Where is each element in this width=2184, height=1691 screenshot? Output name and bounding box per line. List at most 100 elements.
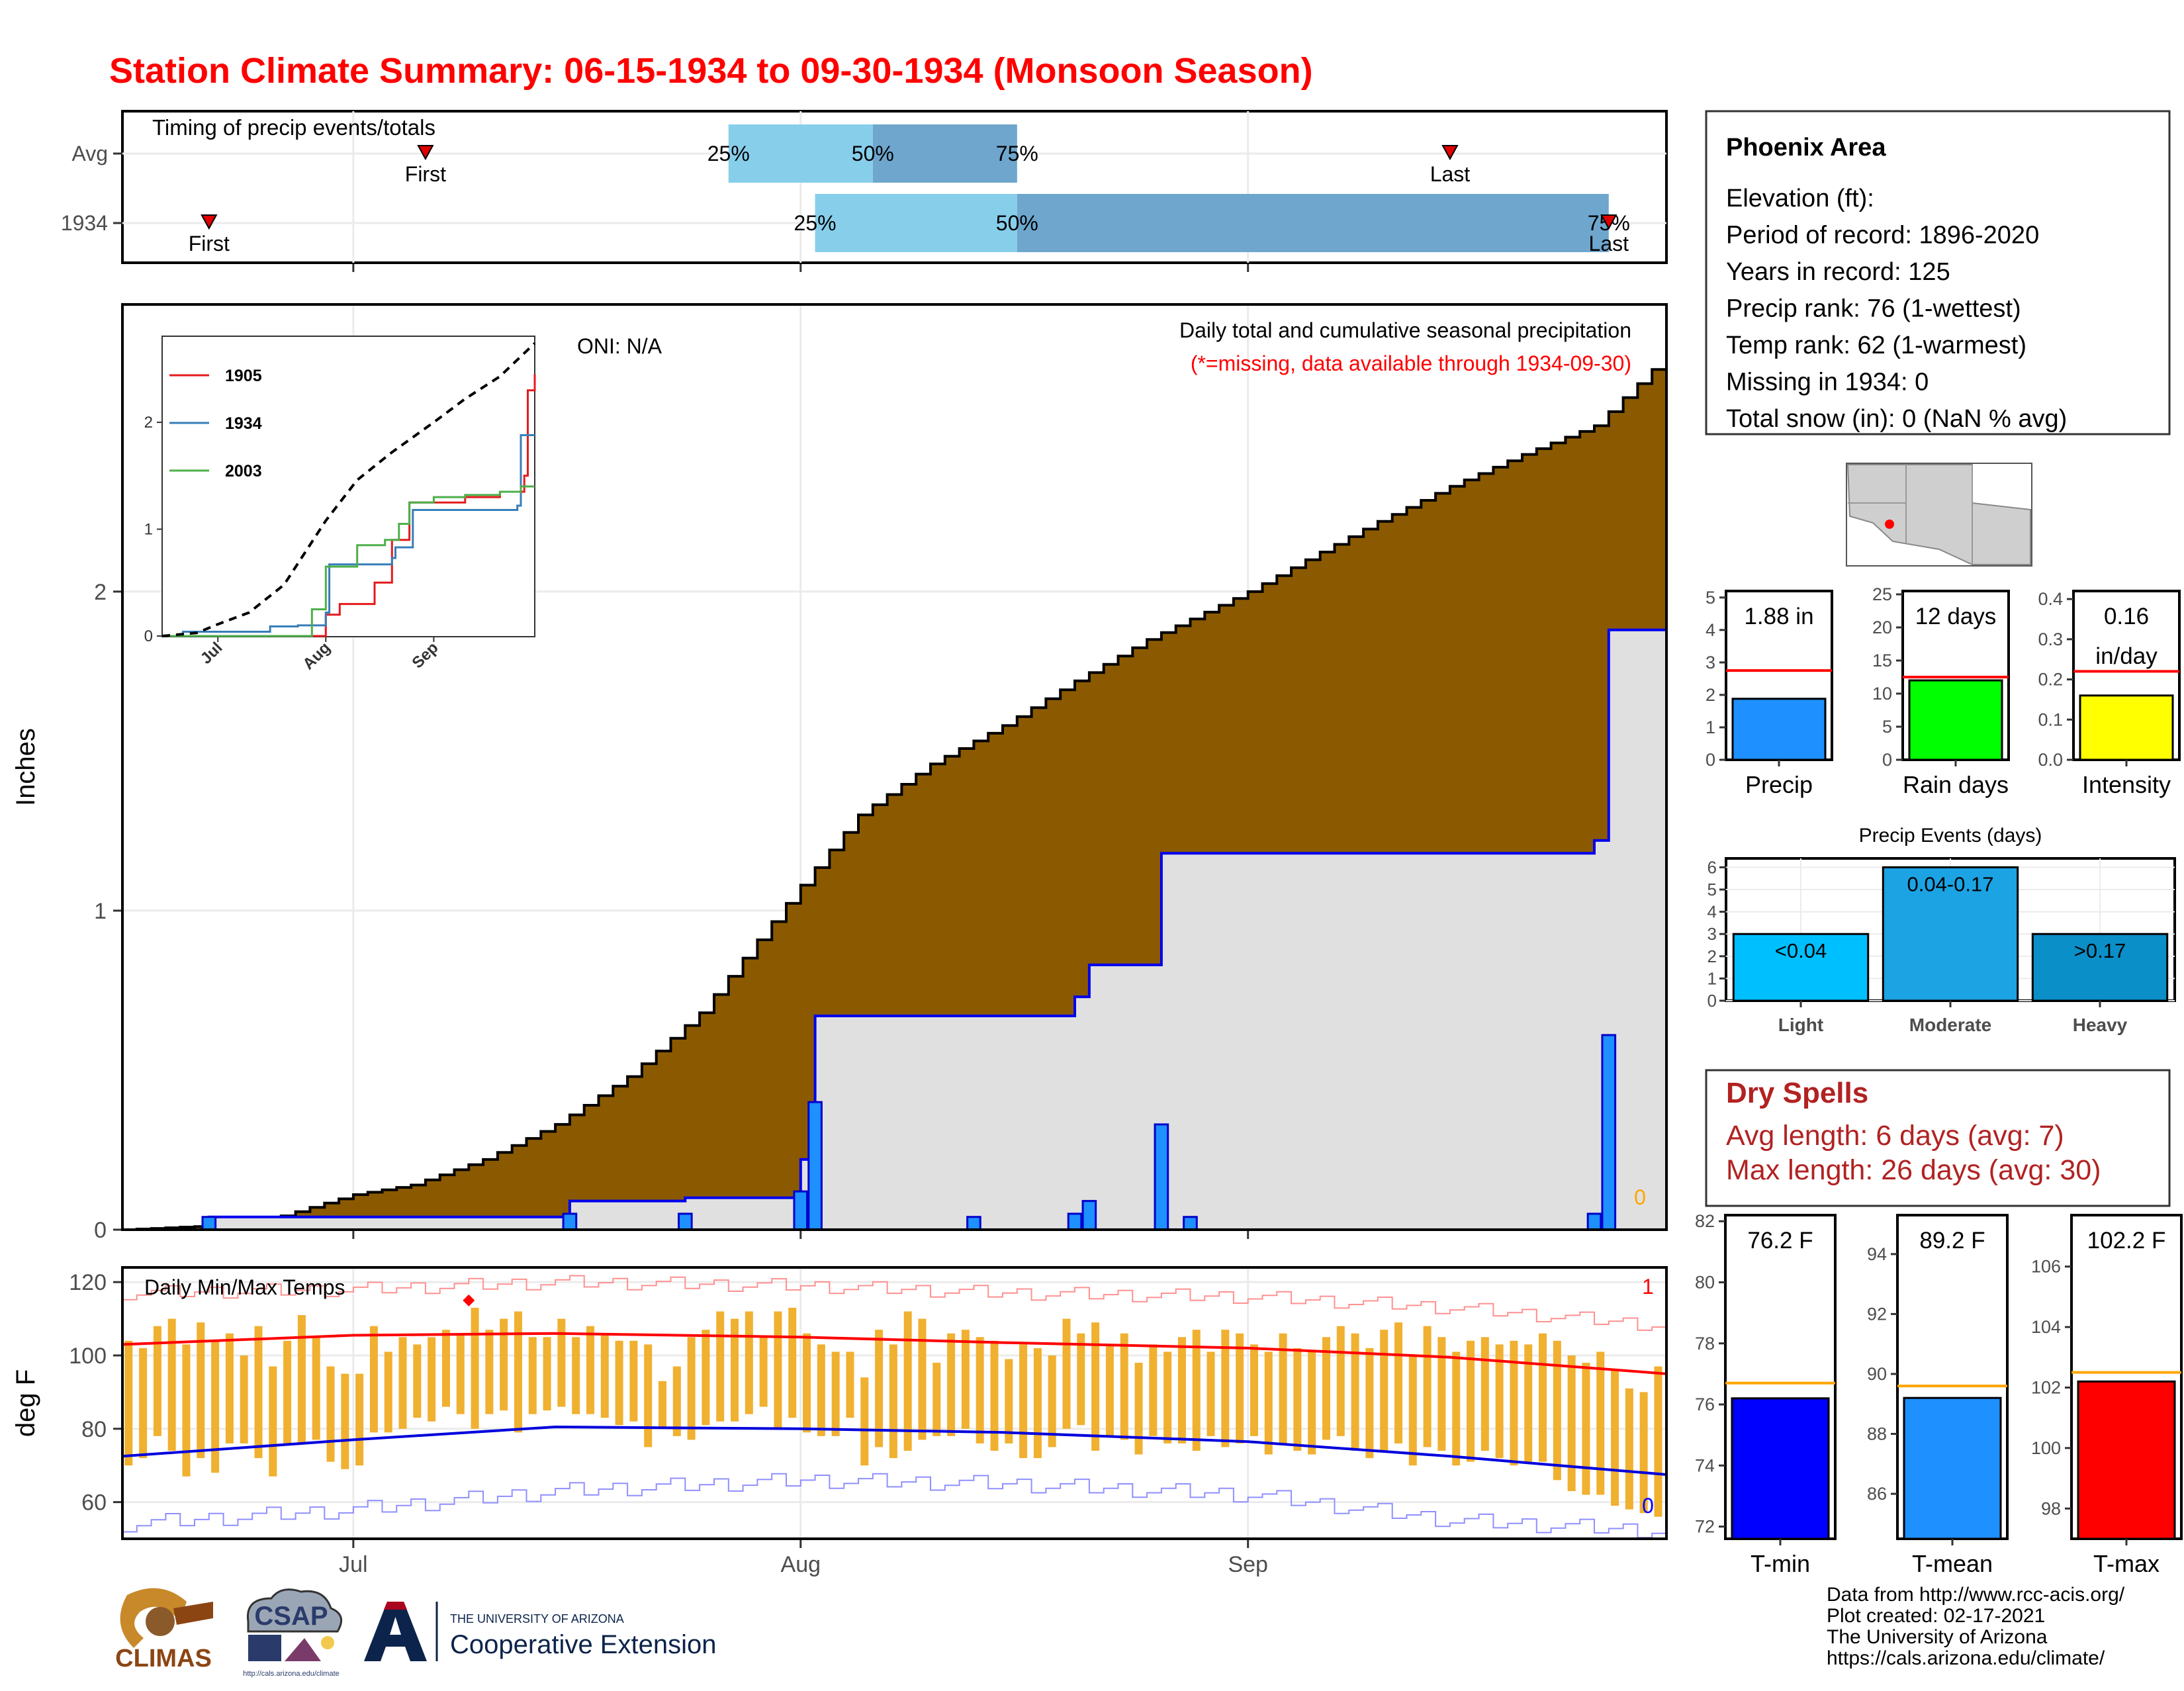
bar_tmin-bar bbox=[1731, 1397, 1830, 1540]
daily-temp-bar bbox=[1308, 1351, 1316, 1455]
daily-temp-bar bbox=[860, 1377, 869, 1466]
quartile-25-50-box bbox=[815, 194, 1017, 252]
bar_precip-value-label: 1.88 in bbox=[1744, 604, 1813, 629]
inset-ytick-label: 1 bbox=[144, 521, 153, 539]
bar_tmin-ytick-label: 80 bbox=[1695, 1272, 1715, 1292]
daily-temp-bar bbox=[557, 1318, 566, 1407]
daily-temp-bar bbox=[644, 1344, 653, 1447]
avg-max-line bbox=[122, 1332, 1667, 1375]
daily-precip-bar bbox=[562, 1212, 578, 1231]
daily-temp-bar bbox=[600, 1333, 609, 1418]
daily-temp-bar bbox=[1625, 1388, 1633, 1510]
bar_tmean-ytick-label: 88 bbox=[1867, 1424, 1887, 1444]
daily-temp-bar bbox=[139, 1348, 148, 1459]
daily-temp-bar bbox=[254, 1326, 263, 1459]
last-event-marker bbox=[1441, 145, 1459, 161]
bar_tmin-ytick-label: 72 bbox=[1695, 1517, 1715, 1537]
bar_tmax-value-label: 102.2 F bbox=[2087, 1228, 2166, 1254]
daily-temp-bar bbox=[961, 1330, 970, 1429]
bar_precip-ytick-label: 0 bbox=[1706, 750, 1715, 770]
daily-temp-bar bbox=[471, 1307, 479, 1429]
station-location-dot bbox=[1885, 520, 1894, 529]
credit-data-source: Data from http://www.rcc-acis.org/ bbox=[1827, 1584, 2125, 1606]
bar_raindays-value-label: 12 days bbox=[1915, 604, 1997, 629]
daily-temp-bar bbox=[124, 1340, 133, 1466]
dry-spells-title: Dry Spells bbox=[1726, 1077, 1868, 1109]
daily-temp-bar bbox=[1510, 1340, 1518, 1466]
bar_precip-bar bbox=[1731, 698, 1827, 761]
temps-xtick-label: Aug bbox=[781, 1552, 821, 1577]
daily-temp-bar bbox=[803, 1333, 811, 1433]
daily-temp-bar bbox=[225, 1333, 234, 1443]
bar_tmean-category-label: T-mean bbox=[1912, 1550, 1993, 1577]
daily-temp-bar bbox=[1033, 1348, 1042, 1459]
bar_intensity-ytick-label: 0.3 bbox=[2038, 629, 2063, 649]
precip-events-ytick-label: 4 bbox=[1707, 902, 1717, 922]
bar_raindays-ytick-label: 15 bbox=[1872, 651, 1892, 670]
temps-ytick-label: 60 bbox=[81, 1490, 107, 1516]
daily-temp-bar bbox=[369, 1326, 378, 1433]
year-cumulative-area bbox=[122, 629, 1666, 1230]
bar_tmax-ytick-label: 104 bbox=[2031, 1317, 2061, 1337]
temps-xtick-label: Sep bbox=[1228, 1552, 1268, 1577]
daily-temp-bar bbox=[384, 1351, 392, 1433]
station-info-line: Total snow (in): 0 (NaN % avg) bbox=[1726, 405, 2067, 433]
daily-temp-bar bbox=[1264, 1351, 1273, 1455]
record-high-count: 1 bbox=[1642, 1275, 1654, 1299]
bar_tmin-ytick-label: 76 bbox=[1695, 1394, 1715, 1414]
daily-temp-bar bbox=[1120, 1333, 1128, 1440]
daily-temp-bar bbox=[240, 1355, 248, 1443]
bar_tmean-ytick-label: 90 bbox=[1867, 1364, 1887, 1384]
daily-temp-bar bbox=[846, 1351, 854, 1418]
inset-ytick-label: 2 bbox=[144, 414, 153, 432]
daily-temp-bar bbox=[283, 1340, 292, 1443]
precip-events-ytick-label: 6 bbox=[1707, 857, 1717, 877]
bar_tmax-ytick-label: 100 bbox=[2031, 1438, 2061, 1458]
station-name: Phoenix Area bbox=[1726, 134, 1886, 161]
daily-temp-bar bbox=[731, 1318, 739, 1422]
svg-text:CLIMAS: CLIMAS bbox=[115, 1645, 212, 1672]
daily-temp-bar bbox=[889, 1344, 897, 1459]
last-event-label: Last bbox=[1589, 232, 1629, 255]
daily-precip-bar bbox=[966, 1216, 981, 1231]
precip-events-bar bbox=[2031, 933, 2169, 1002]
year-cumulative-line bbox=[122, 628, 1666, 1231]
daily-temp-bar bbox=[1611, 1370, 1619, 1506]
daily-precip-bar bbox=[1183, 1216, 1198, 1231]
bar_raindays-ytick-label: 20 bbox=[1872, 617, 1892, 637]
daily-temp-bar bbox=[413, 1344, 422, 1418]
daily-precip-bar bbox=[1081, 1200, 1097, 1231]
daily-temp-bar bbox=[485, 1330, 494, 1414]
timing-row-label: Avg bbox=[71, 142, 108, 165]
bar_raindays-category-label: Rain days bbox=[1903, 771, 2009, 798]
timing-panel: Timing of precip events/totals Avg 25% 50% 7… bbox=[61, 110, 1668, 272]
bar_tmean-ytick-label: 86 bbox=[1867, 1484, 1887, 1504]
precip-events-bar bbox=[1732, 933, 1870, 1002]
bar_intensity-value-label2: in/day bbox=[2095, 643, 2158, 669]
daily-temp-bar bbox=[1351, 1333, 1359, 1451]
daily-temp-bar bbox=[1495, 1344, 1504, 1459]
daily-temp-bar bbox=[441, 1330, 450, 1407]
inset-series-line-1934 bbox=[162, 434, 535, 637]
daily-precip-bar bbox=[793, 1190, 809, 1231]
bar_intensity-value-label: 0.16 bbox=[2104, 604, 2149, 629]
daily-temp-bar bbox=[788, 1307, 797, 1418]
bar_tmin-ytick-label: 78 bbox=[1695, 1334, 1715, 1353]
daily-precip-bar bbox=[807, 1101, 823, 1231]
main-ytick-label: 2 bbox=[94, 580, 107, 605]
temps-ytick-label: 100 bbox=[69, 1344, 107, 1369]
bar_intensity-panel: 0.0 0.1 0.2 0.3 0.4 0.16 in/day Intensity bbox=[2038, 589, 2181, 798]
daily-temp-bar bbox=[629, 1340, 638, 1422]
daily-temp-bar bbox=[1279, 1333, 1287, 1443]
bar_precip-ytick-label: 1 bbox=[1706, 717, 1715, 737]
precip-events-title: Precip Events (days) bbox=[1859, 825, 2042, 846]
daily-temp-bar bbox=[1134, 1363, 1143, 1455]
temps-panel: Jul Aug Sep 60 80 100 120 Daily Min/Max Temps 1 0… bbox=[11, 1266, 1668, 1577]
bar_tmax-ytick-label: 102 bbox=[2031, 1377, 2061, 1397]
daily-temp-bar bbox=[716, 1311, 725, 1422]
bar_precip-panel: 0 1 2 3 4 5 1.88 in Precip bbox=[1706, 588, 1833, 798]
last-event-marker bbox=[1600, 214, 1617, 230]
daily-temp-bar bbox=[1221, 1330, 1230, 1447]
daily-temp-bar bbox=[153, 1326, 161, 1436]
